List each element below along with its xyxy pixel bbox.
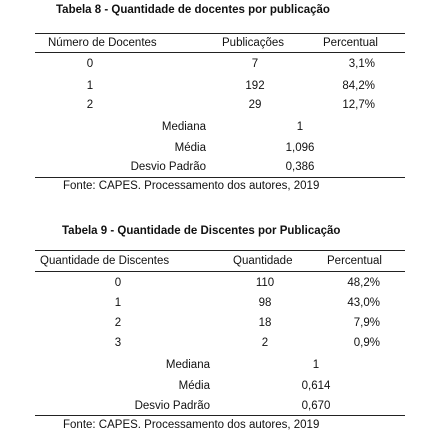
table8-cell-count: 0 bbox=[86, 58, 94, 70]
table9-cell-quantity: 2 bbox=[261, 337, 269, 349]
table9-cell-quantity: 18 bbox=[258, 317, 272, 329]
table8-bottom-rule bbox=[35, 177, 405, 179]
table8-header-percent: Percentual bbox=[323, 37, 378, 49]
table9-cell-quantity: 110 bbox=[255, 277, 275, 289]
table9-stat-label: Desvio Padrão bbox=[134, 400, 210, 412]
table8-title: Tabela 8 - Quantidade de docentes por pu… bbox=[56, 4, 330, 16]
table9-cell-percent: 0,9% bbox=[353, 337, 380, 349]
table8-cell-publications: 29 bbox=[248, 99, 262, 111]
table8-cell-percent: 84,2% bbox=[342, 80, 375, 92]
table8-stat-value: 1 bbox=[296, 121, 304, 133]
table9-title: Tabela 9 - Quantidade de Discentes por P… bbox=[62, 225, 341, 237]
table8-stat-label: Mediana bbox=[161, 121, 206, 133]
table8-source: Fonte: CAPES. Processamento dos autores,… bbox=[63, 180, 320, 192]
table8-header-publications: Publicações bbox=[222, 37, 285, 49]
table9-header-percent: Percentual bbox=[327, 255, 382, 267]
table9-stat-value: 0,670 bbox=[301, 400, 331, 412]
table8-cell-publications: 192 bbox=[245, 80, 265, 92]
table8-header-rule bbox=[35, 52, 405, 54]
table9-cell-count: 2 bbox=[114, 317, 122, 329]
table8-top-rule bbox=[35, 33, 405, 35]
table9-bottom-rule bbox=[35, 415, 405, 417]
table9-header-rule bbox=[35, 271, 405, 273]
table9-header-quantity: Quantidade bbox=[233, 255, 293, 267]
table8-stat-label: Desvio Padrão bbox=[130, 161, 206, 173]
table9-stat-label: Média bbox=[178, 380, 210, 392]
table8-cell-percent: 12,7% bbox=[342, 99, 375, 111]
table9-source: Fonte: CAPES. Processamento dos autores,… bbox=[63, 419, 320, 431]
table9-stat-value: 0,614 bbox=[301, 380, 331, 392]
table9-cell-percent: 7,9% bbox=[353, 317, 380, 329]
table8-cell-count: 2 bbox=[86, 99, 94, 111]
table9-cell-percent: 43,0% bbox=[347, 297, 380, 309]
table8-stat-value: 1,096 bbox=[285, 142, 315, 154]
table8-cell-count: 1 bbox=[86, 80, 94, 92]
table9-top-rule bbox=[35, 250, 405, 252]
table8-stat-label: Média bbox=[174, 142, 206, 154]
table9-stat-label: Mediana bbox=[165, 359, 210, 371]
table9-cell-percent: 48,2% bbox=[347, 277, 380, 289]
table8-cell-publications: 7 bbox=[251, 58, 259, 70]
table9-cell-quantity: 98 bbox=[258, 297, 272, 309]
table8-cell-percent: 3,1% bbox=[348, 58, 375, 70]
table9-stat-value: 1 bbox=[312, 359, 320, 371]
table8-header-count: Número de Docentes bbox=[48, 37, 157, 49]
table9-cell-count: 1 bbox=[114, 297, 122, 309]
table9-cell-count: 3 bbox=[114, 337, 122, 349]
table9-cell-count: 0 bbox=[114, 277, 122, 289]
table9-header-count: Quantidade de Discentes bbox=[40, 255, 170, 267]
table8-stat-value: 0,386 bbox=[285, 161, 315, 173]
